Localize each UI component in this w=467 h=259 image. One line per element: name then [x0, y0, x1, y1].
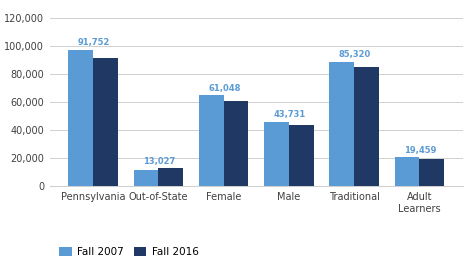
- Bar: [354, 67, 379, 186]
- Bar: [134, 170, 158, 186]
- Bar: [69, 50, 93, 186]
- Text: 19,459: 19,459: [404, 146, 436, 155]
- Bar: [329, 62, 354, 186]
- Bar: [224, 101, 248, 186]
- Text: 91,752: 91,752: [78, 38, 110, 47]
- Bar: [199, 95, 224, 186]
- Bar: [419, 159, 444, 186]
- Text: 61,048: 61,048: [208, 84, 241, 93]
- Text: 85,320: 85,320: [339, 50, 371, 59]
- Text: 43,731: 43,731: [273, 110, 306, 119]
- Legend: Fall 2007, Fall 2016: Fall 2007, Fall 2016: [55, 243, 203, 259]
- Bar: [158, 168, 183, 186]
- Bar: [264, 122, 289, 186]
- Text: 13,027: 13,027: [143, 157, 175, 166]
- Bar: [93, 58, 118, 186]
- Bar: [395, 157, 419, 186]
- Bar: [289, 125, 314, 186]
